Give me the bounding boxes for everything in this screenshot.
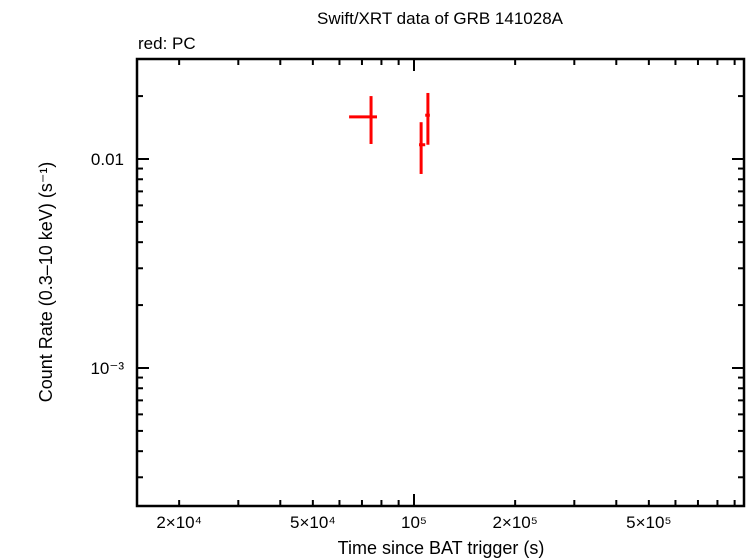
series-legend-text: red: PC — [138, 34, 196, 53]
x-tick-label: 2×10⁵ — [492, 513, 537, 532]
y-tick-label: 10⁻³ — [90, 359, 124, 378]
data-point — [425, 92, 430, 145]
y-tick-label: 0.01 — [91, 150, 124, 169]
axes-frame — [135, 57, 746, 508]
data-point — [419, 122, 426, 174]
data-point — [349, 96, 377, 144]
x-tick-label: 5×10⁴ — [290, 513, 336, 532]
x-tick-label: 5×10⁵ — [626, 513, 671, 532]
data-series-pc — [349, 92, 430, 174]
x-tick-label: 10⁵ — [401, 513, 427, 532]
y-axis-label: Count Rate (0.3–10 keV) (s⁻¹) — [36, 162, 56, 403]
x-tick-label: 2×10⁴ — [156, 513, 202, 532]
axis-ticks — [137, 59, 744, 506]
chart-title: Swift/XRT data of GRB 141028A — [316, 9, 563, 28]
tick-labels: 2×10⁴ 5×10⁴ 10⁵ 2×10⁵ 5×10⁵ 0.01 10⁻³ — [90, 150, 671, 532]
x-axis-label: Time since BAT trigger (s) — [338, 538, 545, 558]
